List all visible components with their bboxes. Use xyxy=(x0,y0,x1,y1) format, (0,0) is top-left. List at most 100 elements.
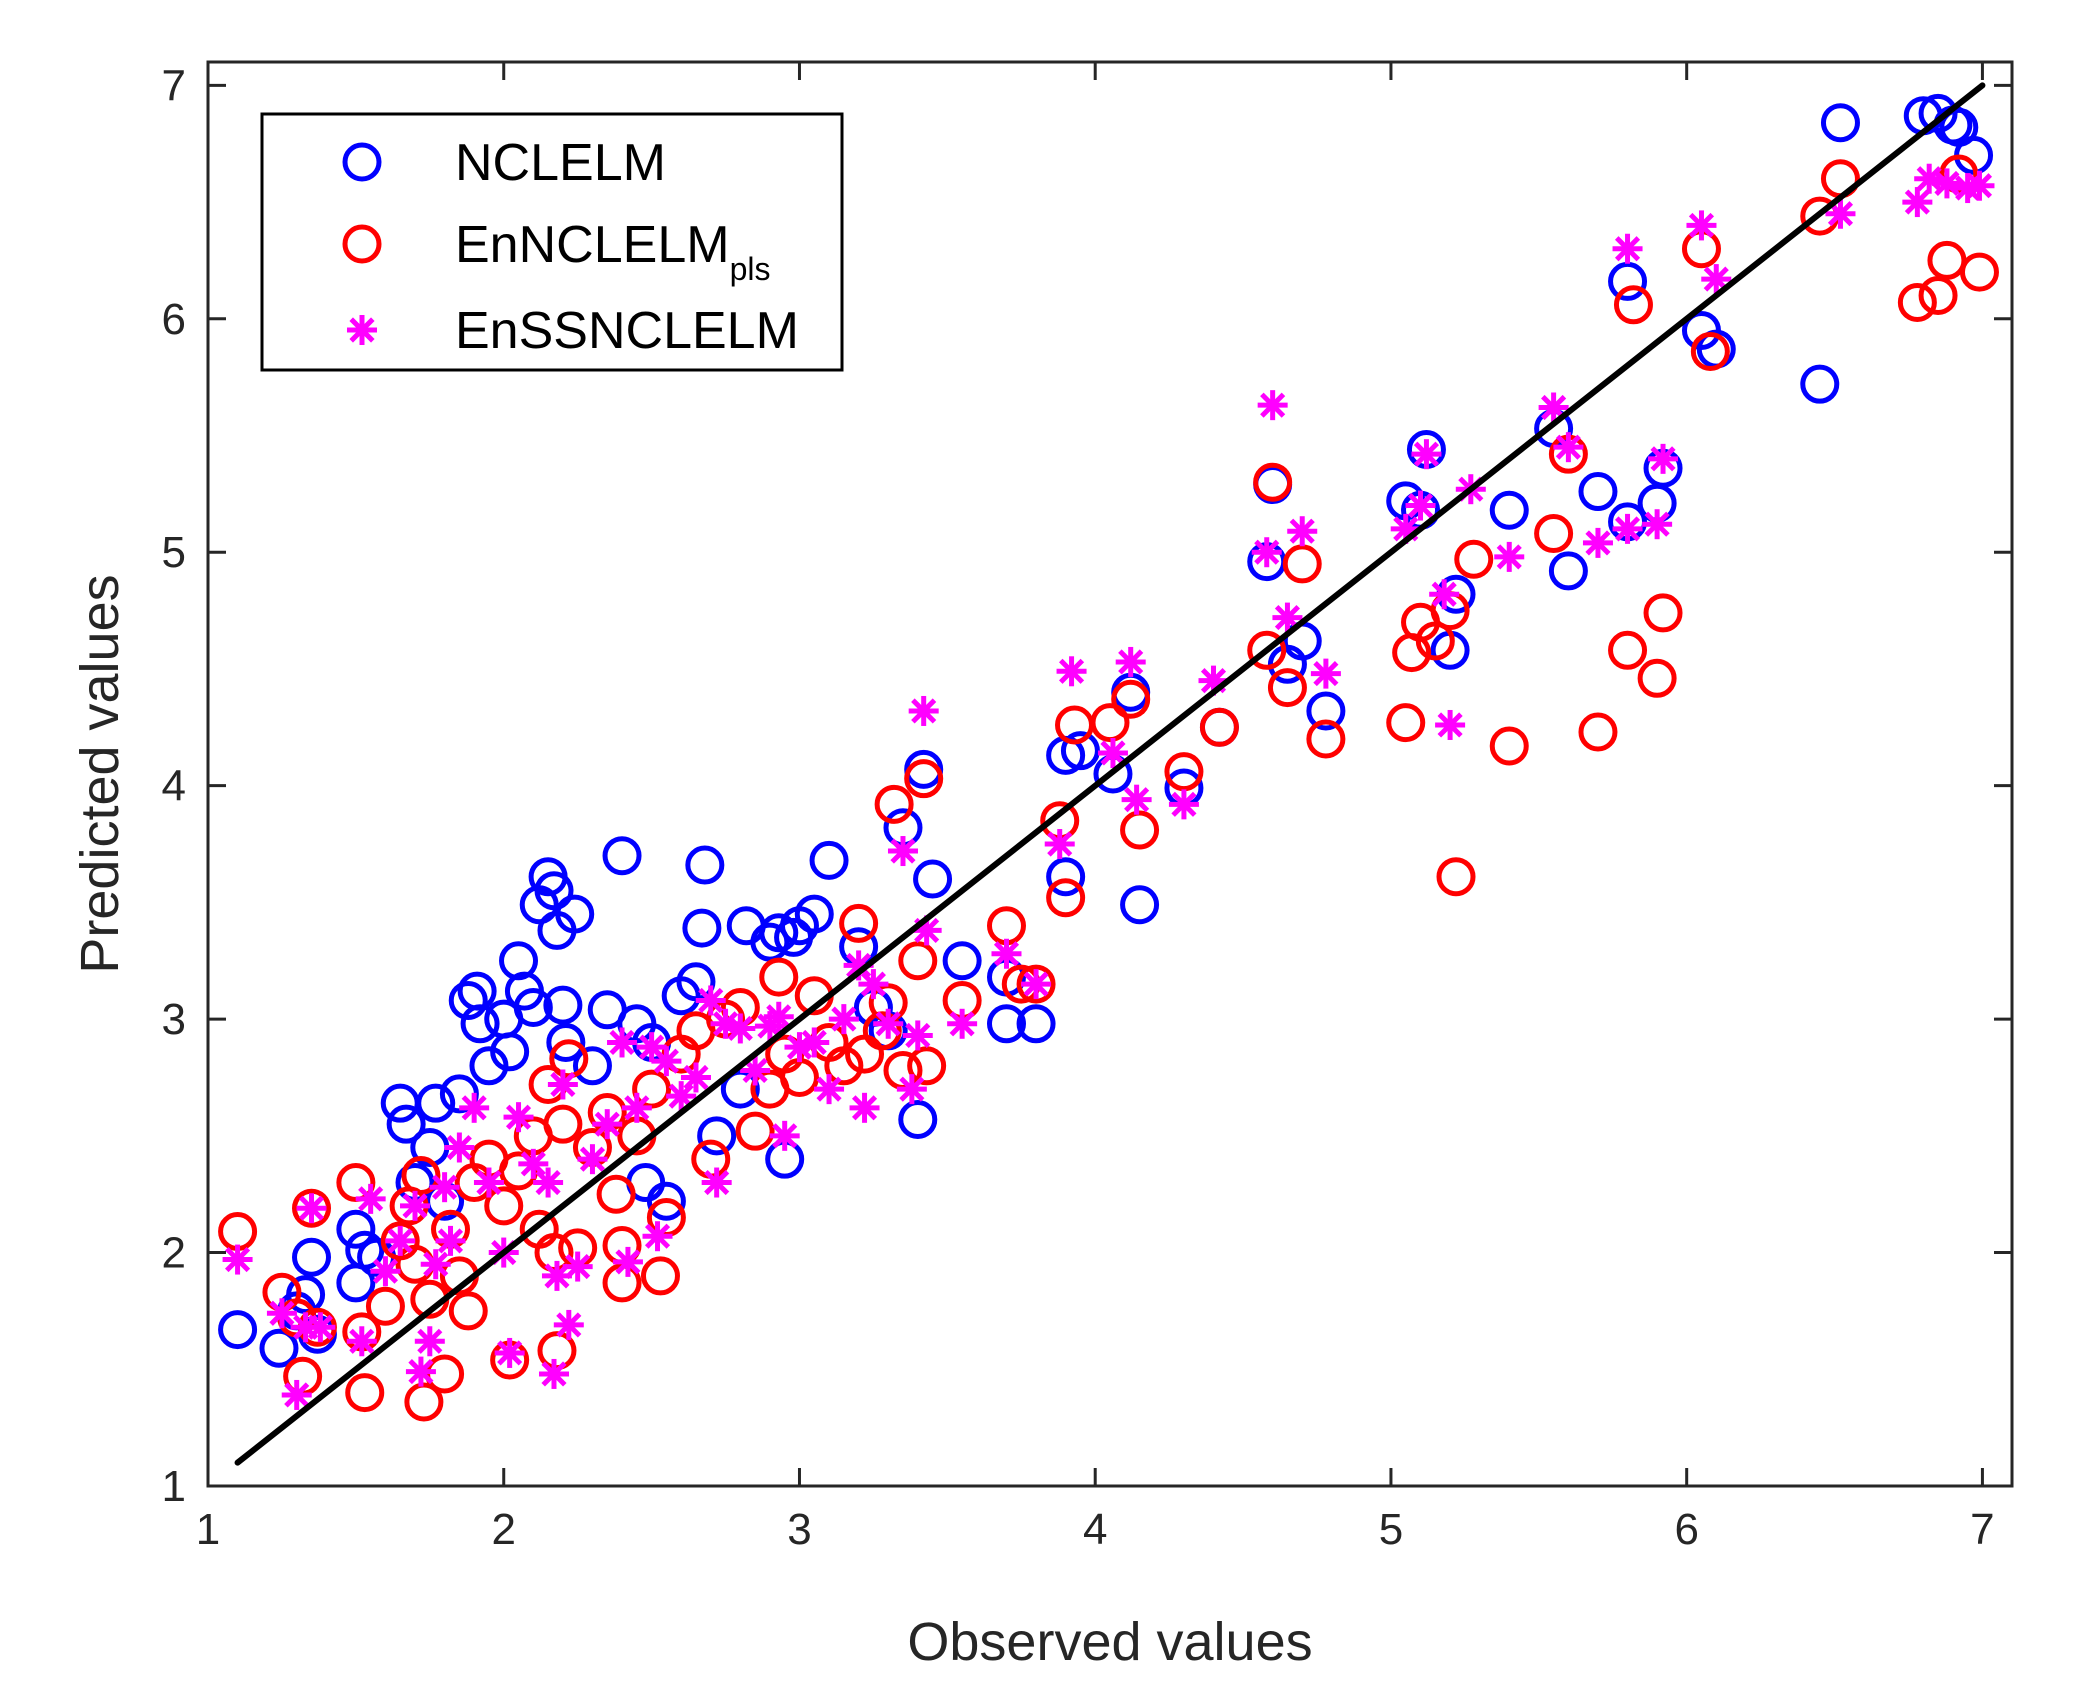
enssnclelm-point xyxy=(1964,170,1995,201)
nclelm-point xyxy=(726,906,766,946)
enssnclelm-point xyxy=(420,1249,451,1280)
enssnclelm-point xyxy=(1612,233,1643,264)
ennclelmpls-point xyxy=(292,1188,332,1228)
ennclelmpls-point xyxy=(345,1373,385,1413)
nclelm-point xyxy=(1820,103,1860,143)
ennclelmpls-point xyxy=(1959,252,1999,292)
legend-marker-nclelm xyxy=(342,142,382,182)
ennclelmpls-point xyxy=(404,1382,444,1422)
enssnclelm-point xyxy=(849,1092,880,1123)
ennclelmpls-point xyxy=(907,1046,947,1086)
ennclelmpls-point xyxy=(1111,679,1151,719)
enssnclelm-point xyxy=(1056,656,1087,687)
enssnclelm-point xyxy=(1044,829,1075,860)
enssnclelm-point xyxy=(518,1148,549,1179)
enssnclelm-point xyxy=(296,1193,327,1224)
enssnclelm-point xyxy=(305,1312,336,1343)
ennclelmpls-point xyxy=(759,957,799,997)
enssnclelm-point xyxy=(222,1244,253,1275)
enssnclelm-point xyxy=(1642,509,1673,540)
enssnclelm-point xyxy=(621,1092,652,1123)
ennclelmpls-point xyxy=(904,759,944,799)
enssnclelm-point xyxy=(908,695,939,726)
enssnclelm-point xyxy=(429,1172,460,1203)
enssnclelm-point xyxy=(459,1092,490,1123)
x-tick-label: 7 xyxy=(1970,1505,1994,1554)
enssnclelm-point xyxy=(947,1008,978,1039)
series-layer xyxy=(218,93,1999,1422)
enssnclelm-point xyxy=(592,1109,623,1140)
nclelm-point xyxy=(534,871,574,911)
enssnclelm-point xyxy=(1902,187,1933,218)
enssnclelm-point xyxy=(281,1379,312,1410)
nclelm-point xyxy=(546,1022,586,1062)
nclelm-point xyxy=(898,1099,938,1139)
ennclelmpls-point xyxy=(1436,857,1476,897)
enssnclelm-point xyxy=(1931,168,1962,199)
legend-marker-ennclelmpls xyxy=(342,224,382,264)
enssnclelm-point xyxy=(553,1309,584,1340)
nclelm-point xyxy=(986,1004,1026,1044)
enssnclelm-point xyxy=(1411,439,1442,470)
enssnclelm-point xyxy=(887,836,918,867)
enssnclelm-point xyxy=(1272,602,1303,633)
nclelm-point xyxy=(602,836,642,876)
nclelm-point xyxy=(646,1181,686,1221)
nclelm-point xyxy=(1016,1004,1056,1044)
ennclelmpls-point xyxy=(365,1286,405,1326)
nclelm-point xyxy=(794,894,834,934)
ennclelmpls-point xyxy=(1386,703,1426,743)
ennclelmpls-point xyxy=(1918,275,1958,315)
enssnclelm-point xyxy=(991,938,1022,969)
ennclelmpls-point xyxy=(735,1111,775,1151)
nclelm-point xyxy=(1489,490,1529,530)
nclelm-point xyxy=(416,1083,456,1123)
enssnclelm-point xyxy=(1553,432,1584,463)
x-tick-label: 6 xyxy=(1674,1505,1698,1554)
enssnclelm-point xyxy=(435,1225,466,1256)
y-tick-label: 7 xyxy=(162,61,186,110)
ennclelmpls-point xyxy=(1415,621,1455,661)
x-tick-label: 5 xyxy=(1379,1505,1403,1554)
ennclelmpls-point xyxy=(824,1046,864,1086)
nclelm-point xyxy=(1060,731,1100,771)
ennclelmpls-point xyxy=(862,1011,902,1051)
enssnclelm-point xyxy=(1121,784,1152,815)
ennclelmpls-point xyxy=(1643,593,1683,633)
nclelm-point xyxy=(490,1032,530,1072)
nclelm-point xyxy=(1306,691,1346,731)
enssnclelm-point xyxy=(503,1102,534,1133)
enssnclelm-point xyxy=(1097,737,1128,768)
x-tick-label: 1 xyxy=(196,1505,220,1554)
ennclelmpls-point xyxy=(484,1186,524,1226)
nclelm-point xyxy=(469,1046,509,1086)
ennclelmpls-point xyxy=(691,1139,731,1179)
ennclelmpls-point xyxy=(218,1212,258,1252)
nclelm-point xyxy=(513,987,553,1027)
ennclelmpls-point xyxy=(986,906,1026,946)
ennclelmpls-point xyxy=(1247,630,1287,670)
enssnclelm-point xyxy=(1021,969,1052,1000)
enssnclelm-point xyxy=(1648,443,1679,474)
nclelm-point xyxy=(1046,857,1086,897)
ennclelmpls-point xyxy=(1306,719,1346,759)
enssnclelm-point xyxy=(1429,579,1460,610)
nclelm-point xyxy=(457,971,497,1011)
enssnclelm-point xyxy=(695,985,726,1016)
enssnclelm-point xyxy=(896,1074,927,1105)
ennclelmpls-point xyxy=(874,784,914,824)
enssnclelm-point xyxy=(577,1144,608,1175)
x-tick-label: 2 xyxy=(491,1505,515,1554)
ennclelmpls-point xyxy=(1489,726,1529,766)
enssnclelm-point xyxy=(1115,646,1146,677)
nclelm-point xyxy=(448,980,488,1020)
nclelm-point xyxy=(259,1328,299,1368)
enssnclelm-point xyxy=(533,1167,564,1198)
enssnclelm-point xyxy=(828,1004,859,1035)
enssnclelm-point xyxy=(405,1356,436,1387)
ennclelmpls-point xyxy=(1199,707,1239,747)
enssnclelm-point xyxy=(873,1008,904,1039)
ennclelmpls-point xyxy=(1046,878,1086,918)
enssnclelm-point xyxy=(642,1221,673,1252)
ennclelmpls-point xyxy=(898,941,938,981)
